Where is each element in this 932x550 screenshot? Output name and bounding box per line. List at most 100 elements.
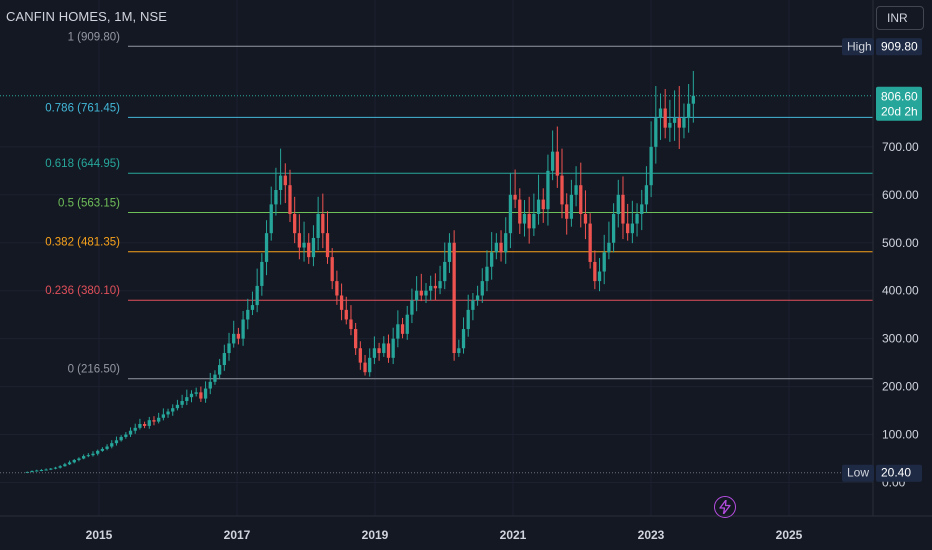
candle-body <box>532 213 536 229</box>
fib-level-label: 0.5 (563.15) <box>58 197 120 209</box>
candle-body <box>133 427 137 431</box>
candle-body <box>255 285 259 306</box>
candle-body <box>560 175 564 205</box>
candle-body <box>269 204 273 234</box>
candle-body <box>278 175 283 191</box>
candle-body <box>635 213 639 224</box>
candle-body <box>457 348 461 354</box>
time-tick-label: 2017 <box>224 528 251 542</box>
candle-body <box>142 424 147 426</box>
candle-body <box>30 470 34 472</box>
candle-body <box>550 151 555 171</box>
candle-body <box>232 333 236 344</box>
high-badge-label-text: High <box>847 39 872 53</box>
candle-body <box>189 393 194 398</box>
candle-body <box>518 199 522 224</box>
candle-body <box>72 459 76 463</box>
currency-button[interactable]: INR <box>876 6 924 30</box>
candle-body <box>433 285 438 289</box>
candle-body <box>157 417 161 422</box>
candle-body <box>119 436 123 441</box>
candle-body <box>368 357 372 373</box>
countdown-text: 20d 2h <box>881 105 918 119</box>
candle-body <box>400 324 405 334</box>
candle-body <box>663 108 667 128</box>
candle-body <box>311 237 316 258</box>
candle-body <box>611 213 616 243</box>
price-tick-label: 600.00 <box>882 188 919 202</box>
candle-body <box>541 199 545 210</box>
candle-body <box>81 456 86 459</box>
candle-body <box>171 408 175 412</box>
candle-body <box>485 266 489 282</box>
candle-body <box>461 329 466 349</box>
high-badge-value <box>876 38 922 56</box>
candle-body <box>63 464 67 467</box>
candle-body <box>128 430 133 435</box>
candle-body <box>466 309 470 330</box>
fib-level-label: 0.786 (761.45) <box>45 102 120 114</box>
candle-body <box>597 271 602 282</box>
candle-body <box>475 295 480 301</box>
candle-body <box>96 450 100 454</box>
candle-body <box>686 103 691 119</box>
candle-body <box>419 290 423 296</box>
candle-body <box>414 290 419 301</box>
candle-body <box>147 420 151 426</box>
candle-body <box>574 185 578 195</box>
candle-body <box>358 348 362 363</box>
candle-body <box>227 343 231 354</box>
candle-body <box>677 118 681 128</box>
candle-body <box>325 233 330 258</box>
candle-body <box>438 281 442 289</box>
fib-level-label: 0.382 (481.35) <box>45 237 120 249</box>
candle-body <box>152 420 156 422</box>
candle-body <box>630 223 635 234</box>
last-price-badge <box>876 86 922 121</box>
candle-body <box>180 400 184 405</box>
candle-body <box>39 470 44 472</box>
candle-body <box>203 388 208 399</box>
fib-level-label: 0.618 (644.95) <box>45 158 120 170</box>
price-tick-label: 500.00 <box>882 236 919 250</box>
candle-body <box>363 362 367 373</box>
fib-level-label: 0 (216.50) <box>68 364 121 376</box>
candle-body <box>579 185 583 214</box>
fib-retracement: 1 (909.80) 0.786 (761.45) 0.618 (644.95) 0.… <box>45 31 873 380</box>
candle-body <box>443 261 447 282</box>
time-tick-label: 2023 <box>638 528 665 542</box>
candle-body <box>316 213 320 238</box>
candle-body <box>208 381 212 389</box>
candle-body <box>49 468 53 470</box>
candle-body <box>621 194 625 224</box>
candle-body <box>658 108 663 119</box>
candle-body <box>288 185 292 214</box>
candle-body <box>124 434 128 437</box>
price-tick-label: 100.00 <box>882 428 919 442</box>
candle-body <box>504 233 508 253</box>
candle-body <box>616 194 620 214</box>
low-badge-label <box>842 464 874 482</box>
candle-body <box>499 242 503 253</box>
price-axis[interactable]: 100.00 200.00 300.00 400.00 500.00 600.00 700.… <box>872 0 919 516</box>
candle-body <box>546 170 550 210</box>
candle-body <box>372 348 377 358</box>
lightning-icon[interactable] <box>714 496 736 518</box>
fib-level-label: 0.236 (380.10) <box>45 285 120 297</box>
candle-body <box>429 285 433 291</box>
candle-body <box>522 213 527 224</box>
time-axis[interactable]: 2015 2017 2019 2021 2023 2025 <box>0 515 932 542</box>
candle-body <box>86 455 90 457</box>
high-badge-value-text: 909.80 <box>881 39 918 53</box>
candle-body <box>321 213 325 234</box>
candle-body <box>35 470 39 472</box>
candle-body <box>222 353 226 366</box>
candle-body <box>213 374 217 382</box>
candle-body <box>569 194 574 219</box>
candle-body <box>508 194 513 234</box>
candle-body <box>654 118 658 147</box>
candle-body <box>396 324 400 339</box>
candle-body <box>447 242 452 262</box>
candle-body <box>236 333 241 339</box>
